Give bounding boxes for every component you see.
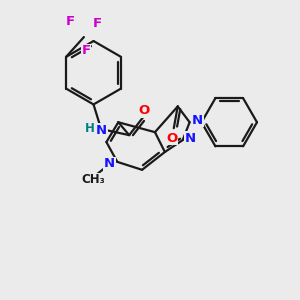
Text: N: N: [96, 124, 107, 137]
Text: F: F: [93, 17, 102, 30]
Text: O: O: [138, 104, 150, 117]
Text: F: F: [81, 44, 90, 57]
Text: N: N: [185, 132, 196, 145]
Text: N: N: [192, 114, 203, 127]
Text: F: F: [65, 15, 75, 28]
Text: N: N: [104, 158, 115, 170]
Text: H: H: [85, 122, 94, 135]
Text: CH₃: CH₃: [82, 173, 105, 186]
Text: O: O: [166, 132, 177, 145]
